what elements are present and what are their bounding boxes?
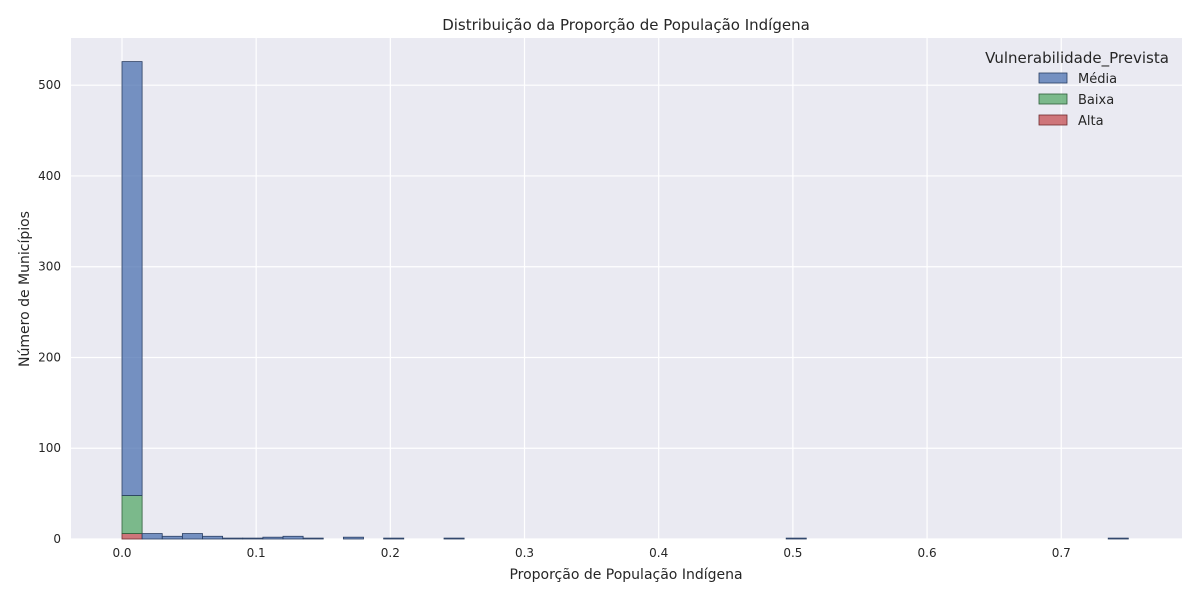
x-tick-label: 0.6 [918,546,937,560]
bars [121,61,1129,540]
bar-mdia [121,61,143,496]
x-tick-label: 0.2 [381,546,400,560]
legend: Vulnerabilidade_Prevista Média Baixa Alt… [985,49,1169,129]
bar-mdia [342,536,364,540]
bar-alta [121,533,143,540]
bar-mdia [383,537,405,540]
bar-mdia [222,537,244,540]
bar-baixa [121,495,143,534]
bar-mdia [443,537,465,540]
x-tick-label: 0.3 [515,546,534,560]
y-axis-title: Número de Municípios [17,211,33,367]
bar-mdia [141,533,163,540]
bar-mdia [161,535,183,540]
legend-title: Vulnerabilidade_Prevista [985,49,1169,68]
legend-swatch-media [1038,72,1068,84]
chart-title: Distribuição da Proporção de População I… [442,16,810,34]
bar-mdia [181,533,203,540]
x-tick-label: 0.7 [1052,546,1071,560]
bar-mdia [242,537,264,540]
x-tick-label: 0.5 [783,546,802,560]
bar-mdia [785,537,807,540]
y-tick-label: 500 [38,78,61,92]
bar-mdia [282,535,304,540]
y-tick-label: 0 [53,532,61,546]
bar-mdia [302,537,324,540]
legend-label-media: Média [1078,72,1117,87]
plot-area [71,38,1182,539]
y-tick-label: 400 [38,169,61,183]
legend-label-baixa: Baixa [1078,93,1114,108]
x-tick-label: 0.0 [112,546,131,560]
x-axis-ticks: 0.0 0.1 0.2 0.3 0.4 0.5 0.6 0.7 [112,546,1070,560]
legend-label-alta: Alta [1078,114,1104,129]
y-tick-label: 200 [38,350,61,364]
legend-swatch-baixa [1038,93,1068,105]
y-tick-label: 300 [38,260,61,274]
y-axis-ticks: 0 100 200 300 400 500 [38,78,61,546]
legend-swatch-alta [1038,114,1068,126]
x-tick-label: 0.1 [247,546,266,560]
bar-mdia [202,535,224,540]
x-axis-title: Proporção de População Indígena [509,567,742,583]
y-tick-label: 100 [38,441,61,455]
x-tick-label: 0.4 [649,546,668,560]
bar-mdia [262,536,284,540]
bar-mdia [1107,537,1129,540]
